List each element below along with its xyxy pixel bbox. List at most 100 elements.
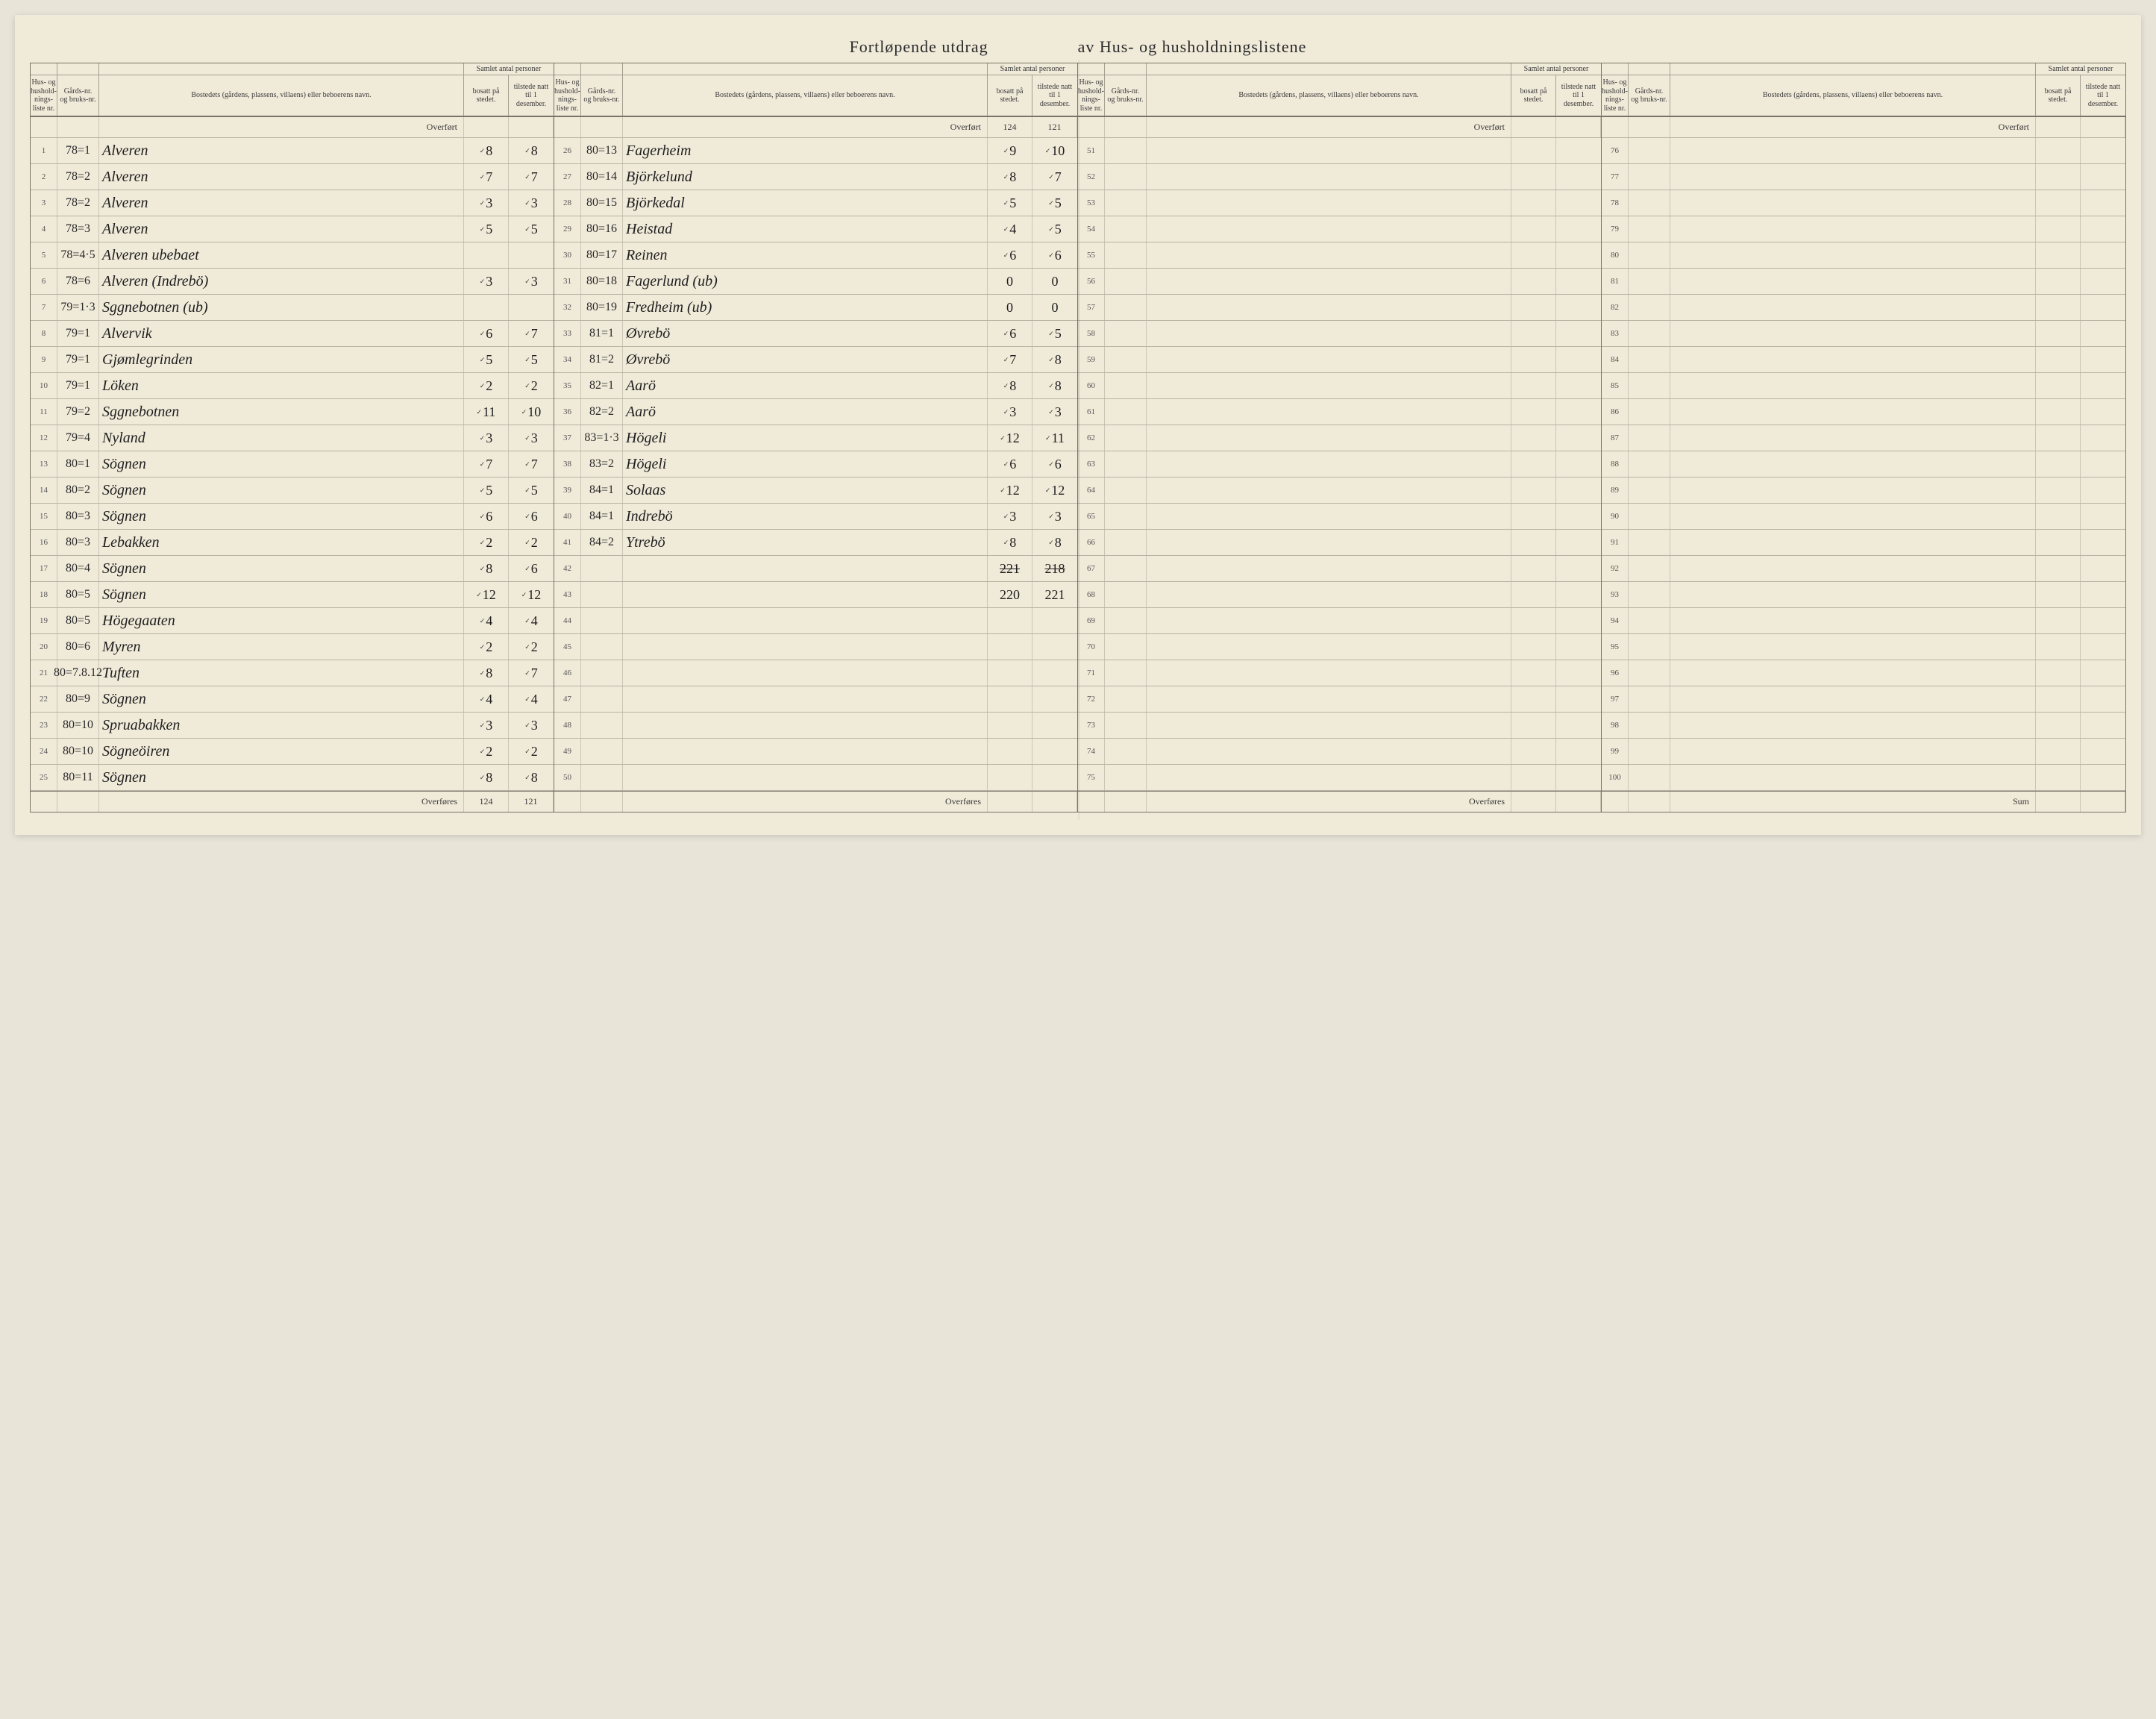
gard-bruks-nr: 81=1 — [581, 321, 623, 346]
gard-bruks-nr — [1629, 164, 1670, 190]
tilstede-count — [2081, 582, 2125, 607]
gard-bruks-nr — [581, 765, 623, 790]
col-bosted: Bostedets (gårdens, plassens, villaens) … — [623, 75, 988, 116]
tilstede-count — [2081, 713, 2125, 738]
row-number: 29 — [554, 216, 581, 242]
bosted-name — [1147, 321, 1511, 346]
row-number: 49 — [554, 739, 581, 764]
gard-bruks-nr — [1629, 608, 1670, 633]
bosted-name — [1670, 399, 2036, 425]
panel-super-header: Samlet antal personer — [1078, 63, 1601, 75]
bosatt-count — [2036, 634, 2081, 660]
bosatt-count: 8 — [464, 660, 509, 686]
bosted-name: Alveren ubebaet — [99, 242, 464, 268]
bosted-name — [1670, 634, 2036, 660]
gard-bruks-nr: 78=3 — [57, 216, 99, 242]
bosted-name — [1147, 765, 1511, 790]
bosatt-count — [2036, 242, 2081, 268]
tilstede-count: 5 — [1032, 321, 1077, 346]
row-number: 30 — [554, 242, 581, 268]
bosatt-count — [988, 608, 1032, 633]
bosted-name — [1670, 242, 2036, 268]
bosatt-count — [2036, 608, 2081, 633]
row-number: 27 — [554, 164, 581, 190]
col-tilstede: tilstede natt til 1 desember. — [1032, 75, 1077, 116]
bosatt-count — [2036, 164, 2081, 190]
h-samlet: Samlet antal personer — [1511, 63, 1601, 75]
row-number: 65 — [1078, 504, 1105, 529]
h-samlet: Samlet antal personer — [2036, 63, 2125, 75]
row-number: 82 — [1602, 295, 1629, 320]
bosatt-count: 6 — [464, 321, 509, 346]
bosatt-count — [2036, 504, 2081, 529]
col-tilstede: tilstede natt til 1 desember. — [1556, 75, 1601, 116]
footer-tilstede: 121 — [509, 792, 554, 812]
ledger-row: 59 — [1078, 347, 1601, 373]
col-bosatt: bosatt på stedet. — [1511, 75, 1556, 116]
row-number: 51 — [1078, 138, 1105, 163]
tilstede-count — [1556, 138, 1601, 163]
bosatt-count: 4 — [464, 686, 509, 712]
tilstede-count — [1556, 216, 1601, 242]
ledger-row: 2080=6Myren22 — [31, 634, 554, 660]
bosted-name — [1147, 478, 1511, 503]
tilstede-count: 0 — [1032, 269, 1077, 294]
gard-bruks-nr: 79=1 — [57, 373, 99, 398]
gard-bruks-nr: 80=5 — [57, 608, 99, 633]
bosted-name: Fagerheim — [623, 138, 988, 163]
gard-bruks-nr: 79=2 — [57, 399, 99, 425]
gard-bruks-nr — [1629, 216, 1670, 242]
ledger-row: 678=6Alveren (Indrebö)33 — [31, 269, 554, 295]
ledger-row: 2880=15Björkedal55 — [554, 190, 1077, 216]
bosted-name: Alveren — [99, 216, 464, 242]
tilstede-count — [1032, 739, 1077, 764]
row-number: 44 — [554, 608, 581, 633]
bosatt-count: 12 — [988, 425, 1032, 451]
bosatt-count: 6 — [988, 451, 1032, 477]
gard-bruks-nr — [1629, 660, 1670, 686]
tilstede-count — [1556, 295, 1601, 320]
row-number: 79 — [1602, 216, 1629, 242]
bosatt-count — [988, 660, 1032, 686]
ledger-row: 4084=1Indrebö33 — [554, 504, 1077, 530]
ledger-row: 63 — [1078, 451, 1601, 478]
gard-bruks-nr: 82=2 — [581, 399, 623, 425]
bosted-name — [623, 739, 988, 764]
tilstede-count — [1032, 634, 1077, 660]
tilstede-count: 4 — [509, 608, 554, 633]
tilstede-count — [1556, 321, 1601, 346]
ledger-row: 2580=11Sögnen88 — [31, 765, 554, 791]
gard-bruks-nr — [1629, 504, 1670, 529]
bosted-name — [623, 608, 988, 633]
gard-bruks-nr — [1105, 269, 1147, 294]
ledger-row: 1780=4Sögnen86 — [31, 556, 554, 582]
gard-bruks-nr — [1629, 347, 1670, 372]
row-number: 100 — [1602, 765, 1629, 790]
row-number: 8 — [31, 321, 57, 346]
row-number: 40 — [554, 504, 581, 529]
tilstede-count — [509, 295, 554, 320]
bosatt-count — [2036, 660, 2081, 686]
row-number: 46 — [554, 660, 581, 686]
gard-bruks-nr: 80=11 — [57, 765, 99, 790]
ledger-row: 879=1Alvervik67 — [31, 321, 554, 347]
ledger-row: 96 — [1602, 660, 2125, 686]
tilstede-count: 12 — [509, 582, 554, 607]
gard-bruks-nr: 78=6 — [57, 269, 99, 294]
bosted-name — [1147, 451, 1511, 477]
gard-bruks-nr: 79=1 — [57, 321, 99, 346]
bosted-name — [1147, 216, 1511, 242]
row-number: 68 — [1078, 582, 1105, 607]
gard-bruks-nr — [1629, 556, 1670, 581]
gard-bruks-nr — [1629, 190, 1670, 216]
ledger-row: 81 — [1602, 269, 2125, 295]
h-bosted — [1147, 63, 1511, 75]
bosted-name: Sögnen — [99, 556, 464, 581]
gard-bruks-nr: 80=14 — [581, 164, 623, 190]
ledger-row: 68 — [1078, 582, 1601, 608]
bosatt-count: 3 — [464, 713, 509, 738]
gard-bruks-nr: 80=17 — [581, 242, 623, 268]
bosatt-count: 2 — [464, 634, 509, 660]
gard-bruks-nr: 84=1 — [581, 504, 623, 529]
bosted-name — [1147, 608, 1511, 633]
